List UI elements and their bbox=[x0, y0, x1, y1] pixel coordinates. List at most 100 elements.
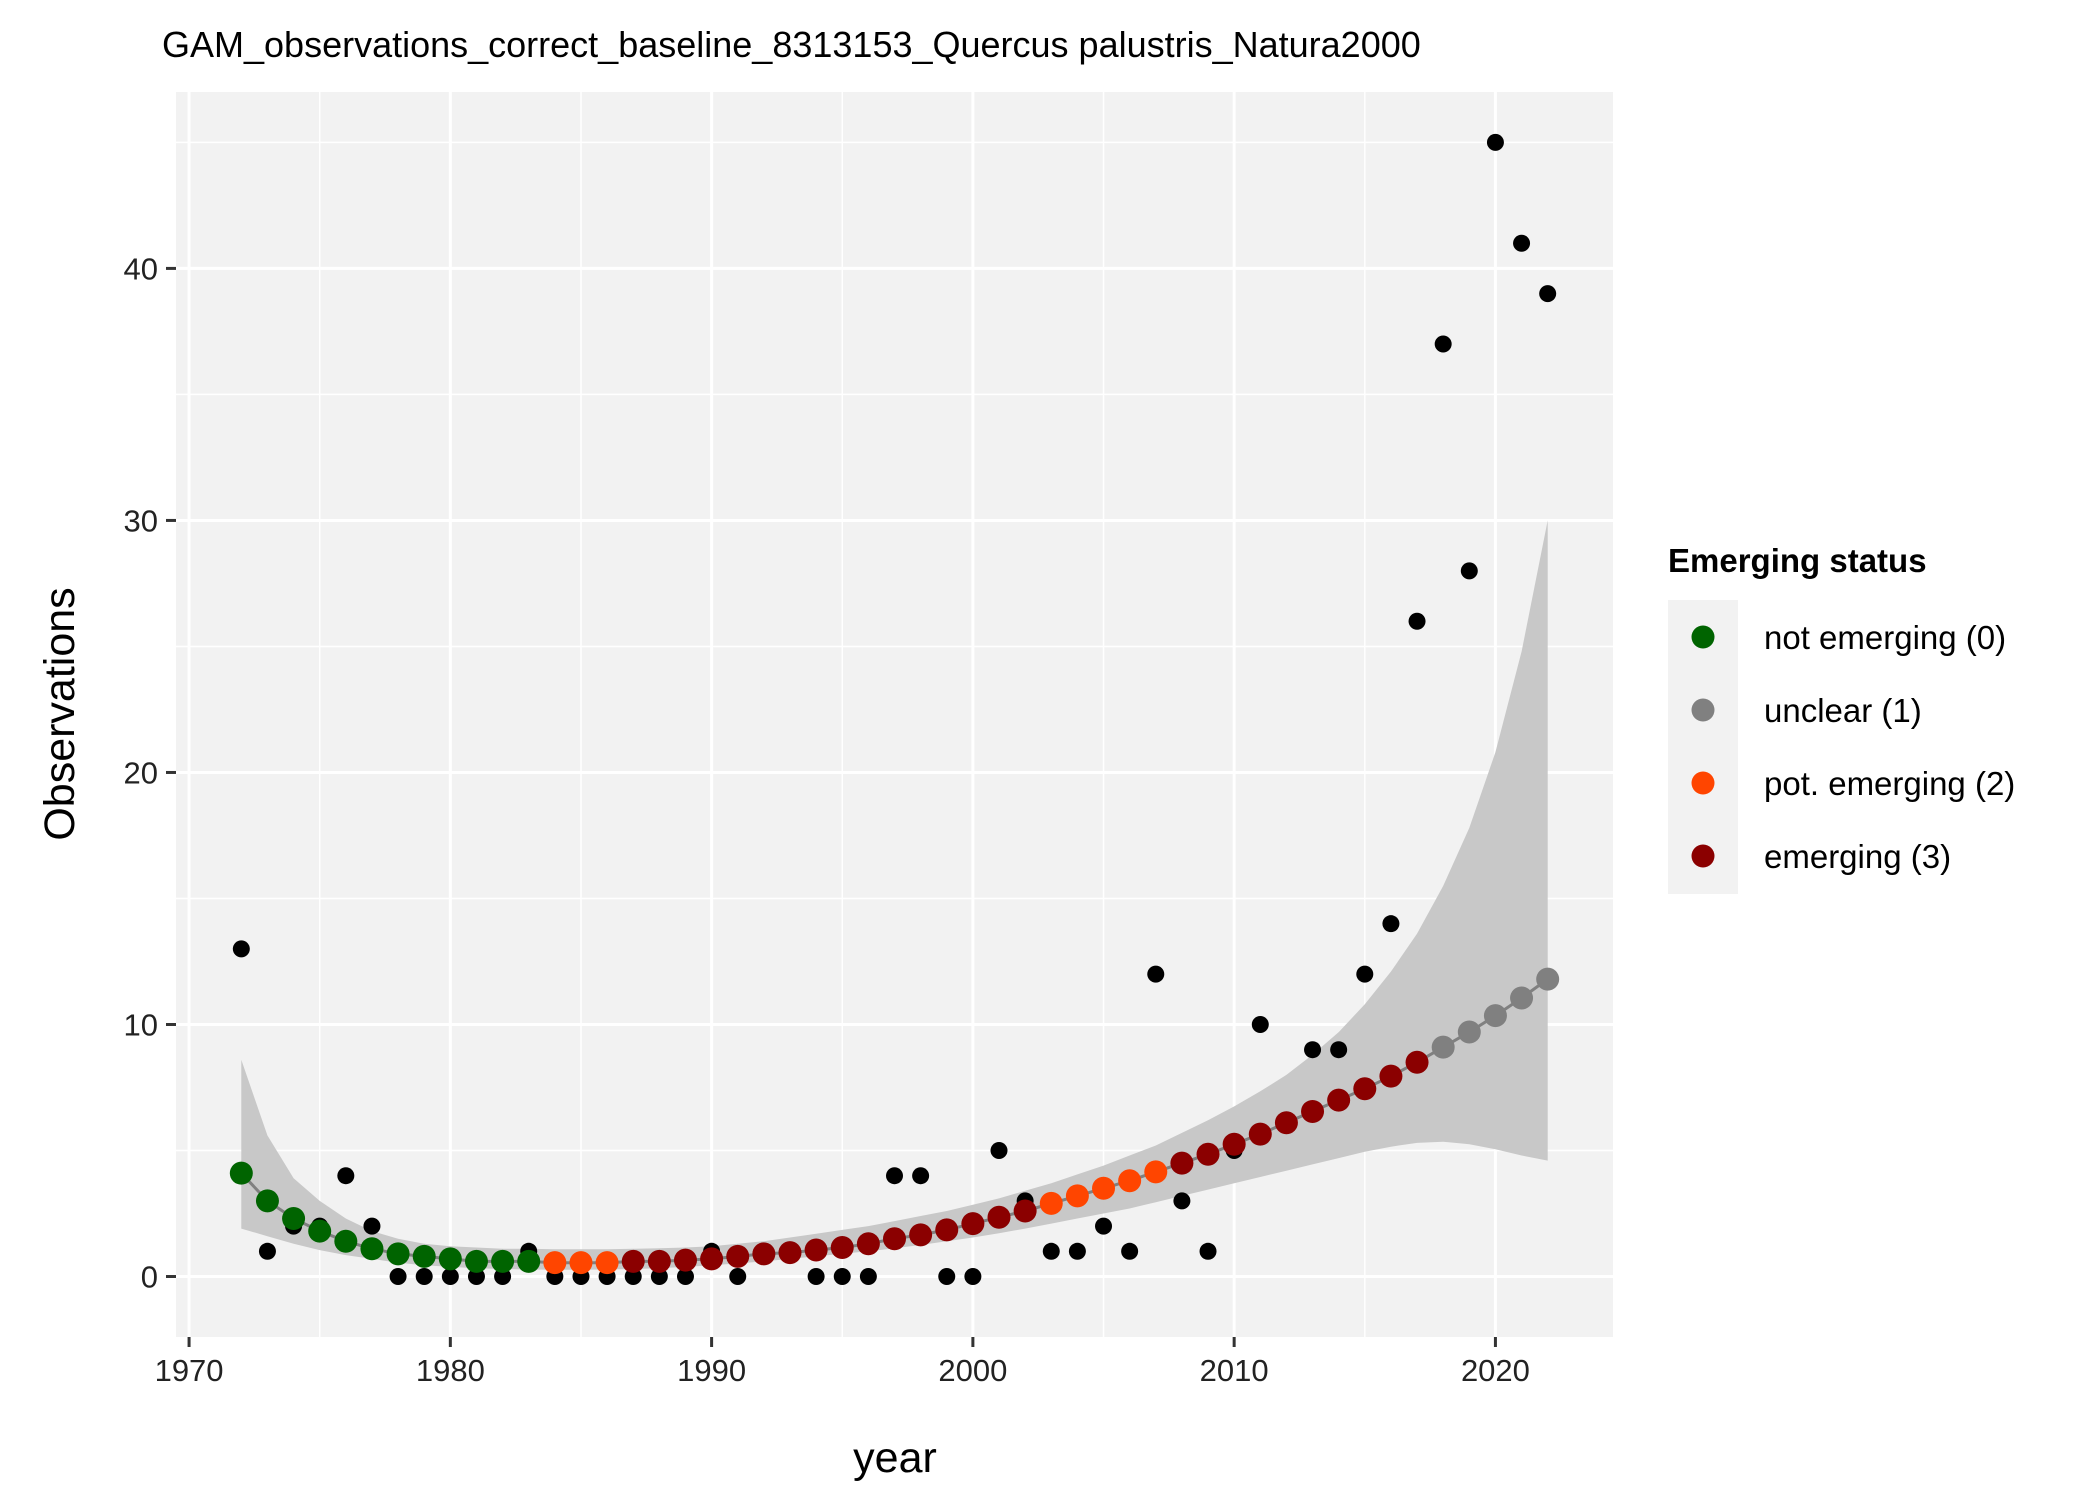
fitted-point bbox=[1457, 1020, 1481, 1044]
y-tick-label: 10 bbox=[124, 1007, 158, 1042]
legend: Emerging status not emerging (0) unclear … bbox=[1668, 542, 2015, 894]
observed-point bbox=[729, 1268, 747, 1286]
legend-label: emerging (3) bbox=[1764, 838, 1951, 875]
legend-key bbox=[1691, 844, 1715, 868]
fitted-point bbox=[1301, 1099, 1325, 1123]
legend-label: not emerging (0) bbox=[1764, 619, 2006, 656]
x-axis-title: year bbox=[853, 1434, 937, 1482]
observed-point bbox=[1304, 1041, 1322, 1059]
observed-point bbox=[807, 1268, 825, 1286]
observed-point bbox=[1095, 1217, 1113, 1235]
fitted-point bbox=[987, 1205, 1011, 1229]
legend-key bbox=[1691, 771, 1715, 795]
fitted-point bbox=[647, 1249, 671, 1273]
y-axis: 0 10 20 30 40 bbox=[124, 251, 176, 1295]
fitted-point bbox=[1092, 1176, 1116, 1200]
legend-items: not emerging (0) unclear (1) pot. emerging… bbox=[1691, 619, 2015, 875]
observed-point bbox=[1121, 1242, 1139, 1260]
fitted-point bbox=[961, 1212, 985, 1236]
observed-point bbox=[1147, 965, 1165, 983]
y-tick-label: 40 bbox=[124, 251, 158, 286]
fitted-point bbox=[1039, 1191, 1063, 1215]
observed-point bbox=[833, 1268, 851, 1286]
fitted-point bbox=[360, 1237, 384, 1261]
observed-point bbox=[494, 1268, 512, 1286]
legend-label: unclear (1) bbox=[1764, 692, 1922, 729]
fitted-point bbox=[543, 1251, 567, 1275]
observed-point bbox=[650, 1268, 668, 1286]
fitted-point bbox=[909, 1223, 933, 1247]
x-tick-label: 1970 bbox=[155, 1353, 224, 1388]
fitted-point bbox=[438, 1247, 462, 1271]
fitted-point bbox=[726, 1244, 750, 1268]
y-axis-title: Observations bbox=[36, 587, 84, 840]
legend-key bbox=[1691, 625, 1715, 649]
x-tick-label: 2020 bbox=[1461, 1353, 1530, 1388]
fitted-point bbox=[282, 1207, 306, 1231]
fitted-point bbox=[1536, 967, 1560, 991]
fitted-point bbox=[1248, 1122, 1272, 1146]
observed-point bbox=[1330, 1041, 1348, 1059]
x-axis: 1970 1980 1990 2000 2010 2020 bbox=[155, 1337, 1530, 1388]
fitted-point bbox=[621, 1249, 645, 1273]
fitted-point bbox=[856, 1232, 880, 1256]
fitted-point bbox=[1118, 1169, 1142, 1193]
fitted-point bbox=[1379, 1064, 1403, 1088]
fitted-point bbox=[491, 1249, 515, 1273]
observed-point bbox=[1434, 335, 1452, 353]
y-tick-label: 30 bbox=[124, 503, 158, 538]
observed-point bbox=[1513, 234, 1531, 252]
observed-point bbox=[624, 1268, 642, 1286]
x-tick-label: 1990 bbox=[677, 1353, 746, 1388]
observed-point bbox=[232, 940, 250, 958]
observed-point bbox=[415, 1268, 433, 1286]
fitted-point bbox=[1196, 1142, 1220, 1166]
fitted-point bbox=[804, 1238, 828, 1262]
fitted-point bbox=[412, 1244, 436, 1268]
fitted-point bbox=[830, 1236, 854, 1260]
fitted-point bbox=[1170, 1151, 1194, 1175]
fitted-point bbox=[1405, 1050, 1429, 1074]
x-tick-label: 2000 bbox=[938, 1353, 1007, 1388]
fitted-point bbox=[229, 1161, 253, 1185]
fitted-point bbox=[308, 1219, 332, 1243]
observed-point bbox=[990, 1142, 1008, 1160]
fitted-point bbox=[464, 1249, 488, 1273]
observed-point bbox=[467, 1268, 485, 1286]
y-tick-label: 20 bbox=[124, 755, 158, 790]
fitted-point bbox=[1510, 986, 1534, 1010]
observed-point bbox=[1356, 965, 1374, 983]
fitted-point bbox=[255, 1189, 279, 1213]
chart-title: GAM_observations_correct_baseline_831315… bbox=[162, 24, 1421, 65]
fitted-point bbox=[517, 1249, 541, 1273]
observed-point bbox=[1382, 915, 1400, 933]
observed-point bbox=[337, 1167, 355, 1185]
fitted-point bbox=[1065, 1184, 1089, 1208]
fitted-point bbox=[752, 1242, 776, 1266]
fitted-point bbox=[700, 1247, 724, 1271]
observed-point bbox=[938, 1268, 956, 1286]
fitted-point bbox=[778, 1241, 802, 1265]
observed-point bbox=[1173, 1192, 1191, 1210]
fitted-point bbox=[595, 1251, 619, 1275]
observed-point bbox=[676, 1268, 694, 1286]
observed-point bbox=[1539, 285, 1557, 303]
observed-point bbox=[1251, 1015, 1269, 1033]
x-tick-label: 1980 bbox=[416, 1353, 485, 1388]
observed-point bbox=[912, 1167, 930, 1185]
grid-minor bbox=[176, 92, 1613, 1337]
fitted-point bbox=[1353, 1077, 1377, 1101]
fitted-point bbox=[1327, 1088, 1351, 1112]
observed-point bbox=[1486, 133, 1504, 151]
y-tick-label: 0 bbox=[141, 1260, 158, 1295]
fitted-point bbox=[1144, 1160, 1168, 1184]
observed-point bbox=[1460, 562, 1478, 580]
fitted-point bbox=[673, 1248, 697, 1272]
fitted-point bbox=[1431, 1035, 1455, 1059]
observed-point bbox=[859, 1268, 877, 1286]
observed-point bbox=[886, 1167, 903, 1185]
fitted-point bbox=[386, 1242, 410, 1266]
fitted-point bbox=[1222, 1132, 1246, 1156]
observed-point bbox=[1199, 1242, 1217, 1260]
fitted-point bbox=[1274, 1111, 1298, 1135]
